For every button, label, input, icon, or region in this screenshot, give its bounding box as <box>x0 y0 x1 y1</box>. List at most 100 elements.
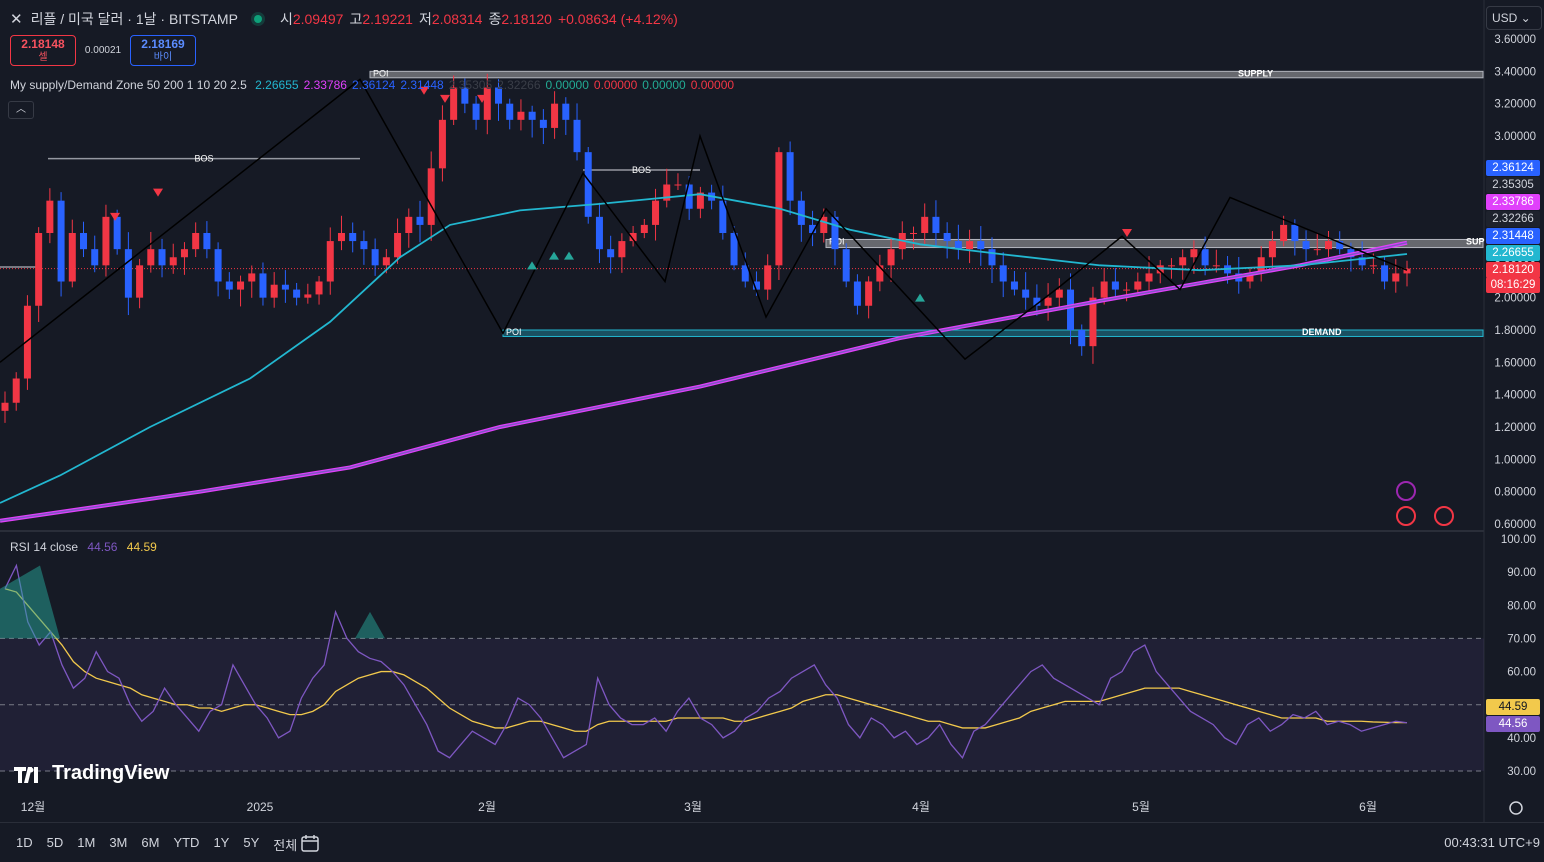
rsi-axis-label: 44.59 <box>1486 699 1540 715</box>
candle-body <box>450 87 458 120</box>
candle-body <box>999 265 1007 282</box>
buy-signal-marker <box>527 261 537 270</box>
candle-body <box>192 233 200 250</box>
candle-body <box>1369 265 1377 267</box>
rsi-legend[interactable]: RSI 14 close 44.56 44.59 <box>10 540 163 554</box>
price-label: 2.31448 <box>1486 228 1540 244</box>
calendar-icon[interactable] <box>300 833 320 858</box>
collapse-legend-button[interactable]: ︿ <box>8 101 34 119</box>
time-axis-tick: 2월 <box>478 800 496 814</box>
price-axis-tick: 3.60000 <box>1494 34 1536 46</box>
timeframe-1M[interactable]: 1M <box>77 835 96 850</box>
price-axis-tick: 1.00000 <box>1494 454 1536 466</box>
candle-body <box>1 402 9 411</box>
sell-signal-marker <box>1122 229 1132 237</box>
candle-body <box>57 200 65 282</box>
candle-body <box>853 281 861 306</box>
timeframe-6M[interactable]: 6M <box>141 835 160 850</box>
timeframe-YTD[interactable]: YTD <box>173 835 200 850</box>
logo-text: TradingView <box>52 762 170 784</box>
candle-body <box>1156 265 1164 274</box>
candle-body <box>517 111 525 120</box>
candle-body <box>1280 224 1288 242</box>
price-label: 2.35305 <box>1486 177 1540 193</box>
candle-body <box>169 257 177 266</box>
candle-body <box>124 249 132 298</box>
candle-body <box>416 216 424 225</box>
price-axis-tick: 1.20000 <box>1494 422 1536 434</box>
sell-button[interactable]: 2.18148 셀 <box>10 35 76 66</box>
main-chart[interactable]: 3.600003.400003.200003.000002.800002.600… <box>0 0 1544 822</box>
candle-body <box>1201 249 1209 266</box>
candle-body <box>203 233 211 250</box>
candle-body <box>1134 281 1142 290</box>
candle-body <box>887 249 895 266</box>
clock[interactable]: 00:43:31 UTC+9 <box>1444 835 1540 850</box>
time-axis-tick: 12월 <box>21 800 45 814</box>
event-icon <box>1396 506 1416 526</box>
candle-body <box>640 224 648 233</box>
candle-body <box>270 284 278 298</box>
candle-body <box>80 233 88 250</box>
candle-body <box>1268 241 1276 258</box>
candle-body <box>337 233 345 242</box>
candle-body <box>225 281 233 290</box>
candle-body <box>68 233 76 282</box>
candle-body <box>371 249 379 266</box>
price-axis-tick: 0.60000 <box>1494 519 1536 531</box>
low-label: 저 <box>418 11 432 27</box>
timeframe-1Y[interactable]: 1Y <box>213 835 230 850</box>
candle-body <box>427 168 435 225</box>
rsi-overbought-fill <box>355 611 385 639</box>
indicator-legend[interactable]: My supply/Demand Zone 50 200 1 10 20 2.5… <box>10 78 744 92</box>
indicator-value: 0.00000 <box>642 78 686 92</box>
settings-icon <box>1509 801 1523 815</box>
time-axis-tick: 5월 <box>1132 800 1150 814</box>
open-label: 시 <box>279 11 293 27</box>
candle-body <box>1078 330 1086 347</box>
candle-body <box>573 119 581 153</box>
candle-body <box>966 241 974 250</box>
buy-label: 바이 <box>153 51 173 63</box>
indicator-value: 2.32266 <box>497 78 541 92</box>
tradingview-logo-icon <box>14 766 38 783</box>
price-label: 2.32266 <box>1486 211 1540 227</box>
candle-body <box>932 216 940 233</box>
timeframe-전체[interactable]: 전체 <box>273 838 298 853</box>
candle-body <box>1291 224 1299 242</box>
candle-body <box>741 265 749 282</box>
candle-body <box>1212 265 1220 267</box>
candle-body <box>809 224 817 233</box>
candle-body <box>764 265 772 290</box>
timeframe-5Y[interactable]: 5Y <box>243 835 260 850</box>
timeframe-5D[interactable]: 5D <box>46 835 64 850</box>
rsi-ma-line <box>4 588 1408 732</box>
timeframe-1D[interactable]: 1D <box>16 835 33 850</box>
currency-select[interactable]: USD ⌄ <box>1486 6 1542 30</box>
candle-body <box>405 216 413 233</box>
candle-body <box>326 241 334 282</box>
buy-signal-marker <box>564 251 574 260</box>
high-label: 고 <box>349 11 363 27</box>
candle-body <box>831 216 839 250</box>
candle-body <box>1100 281 1108 298</box>
candle-body <box>539 119 547 128</box>
timeframe-3M[interactable]: 3M <box>109 835 128 850</box>
zone-sup <box>825 238 1484 249</box>
candle-body <box>954 241 962 250</box>
bos-label: BOS <box>632 165 651 175</box>
sell-signal-marker <box>477 94 487 103</box>
candle-body <box>584 152 592 217</box>
close-icon[interactable]: ✕ <box>10 11 23 28</box>
price-label: 2.18120 <box>1486 262 1540 278</box>
candle-body <box>315 281 323 295</box>
candle-body <box>91 249 99 266</box>
candle-body <box>23 305 31 379</box>
symbol-title[interactable]: 리플 / 미국 달러 · 1날 · BITSTAMP <box>30 11 238 27</box>
indicator-value: 2.35305 <box>448 78 493 92</box>
time-axis-tick: 6월 <box>1359 800 1377 814</box>
buy-button[interactable]: 2.18169 바이 <box>130 35 196 66</box>
candle-body <box>259 273 267 298</box>
zone-supply <box>369 70 1484 79</box>
close-label: 종 <box>488 11 502 27</box>
